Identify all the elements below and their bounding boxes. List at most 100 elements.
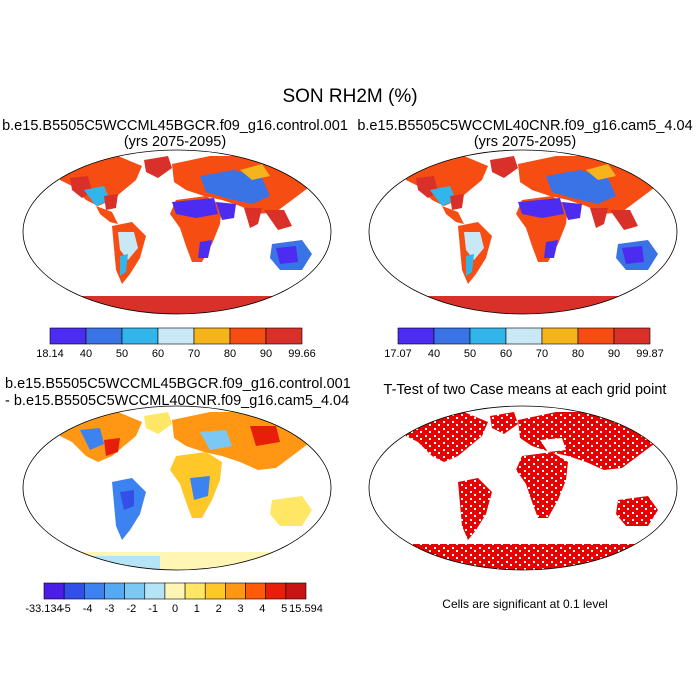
colorbar-tick-label: 60 — [500, 348, 512, 360]
map4-greenland — [490, 412, 518, 434]
map2-antarctica — [369, 296, 677, 314]
colorbar-swatch — [49, 327, 87, 345]
map1-siberia — [240, 164, 270, 180]
map3-eurasia-warm — [250, 426, 280, 446]
map3-africa-blue — [190, 476, 210, 500]
map3-field — [23, 406, 331, 570]
figure-title: SON RH2M (%) — [282, 86, 418, 107]
colorbar-swatch — [245, 582, 266, 600]
colorbar-tick-label: -4 — [83, 603, 93, 615]
map1-na-west — [84, 186, 110, 206]
colorbar-tick-label: 40 — [80, 348, 92, 360]
map3-na-red — [104, 438, 120, 456]
map2-siberia — [586, 164, 616, 180]
map2-field — [369, 150, 677, 314]
map3-australia — [270, 496, 312, 526]
panel1-subtitle: (yrs 2075-2095) — [123, 134, 227, 150]
colorbar-tick-label: 15.594 — [289, 603, 323, 615]
panel3-subtitle: - b.e15.B5505C5WCCML40CNR.f09_g16.cam5_4… — [5, 393, 350, 409]
colorbar-tick-label: 18.14 — [36, 348, 64, 360]
map-panel-2 — [368, 149, 678, 315]
colorbar-swatch — [193, 327, 231, 345]
colorbar-tick-label: 2 — [216, 603, 222, 615]
map1-sahara — [172, 198, 218, 218]
map3-greenland — [144, 412, 172, 434]
colorbar-swatch — [577, 327, 615, 345]
map3-antarctica — [23, 552, 331, 570]
colorbar-tick-label: 5 — [281, 603, 287, 615]
colorbar-tick-label: 50 — [464, 348, 476, 360]
colorbar-tick-label: 80 — [572, 348, 584, 360]
map1-sa-south — [120, 254, 128, 276]
colorbar-swatch — [184, 582, 206, 600]
colorbar-swatch — [265, 582, 287, 600]
map1-kalahari — [198, 240, 212, 258]
map2-aus-interior — [622, 246, 644, 264]
colorbar-tick-label: 90 — [608, 348, 620, 360]
colorbar-swatch — [229, 327, 267, 345]
map3-na-blue — [80, 428, 104, 450]
significance-note: Cells are significant at 0.1 level — [442, 597, 608, 611]
colorbar-swatch — [124, 582, 146, 600]
map1-antarctica — [23, 296, 331, 314]
colorbar-swatch — [613, 327, 651, 345]
map2-na-west — [430, 186, 456, 206]
map3-sa-core — [120, 490, 134, 510]
colorbar-tick-label: 99.66 — [288, 348, 316, 360]
colorbar-tick-label: 3 — [237, 603, 243, 615]
colorbar-tick-label: 40 — [428, 348, 440, 360]
colorbar-swatch — [104, 582, 125, 600]
colorbar-swatch — [157, 327, 195, 345]
colorbar-swatch — [43, 582, 65, 600]
map3-eurasia-cool — [200, 430, 232, 450]
colorbar-tick-label: 60 — [152, 348, 164, 360]
colorbar-tick-label: -2 — [126, 603, 136, 615]
colorbar-swatch — [85, 327, 123, 345]
colorbar-tick-label: 17.07 — [384, 348, 412, 360]
colorbar-tick-label: -1 — [148, 603, 158, 615]
map-panel-1 — [22, 149, 332, 315]
colorbar-panel2: 17.07 40 50 60 70 80 90 99.87 — [384, 327, 664, 360]
map4-antarctica — [369, 544, 677, 570]
panel2-subtitle: (yrs 2075-2095) — [473, 134, 577, 150]
map1-aus-interior — [276, 246, 298, 264]
map1-sa-interior — [118, 232, 138, 260]
panel3-title: b.e15.B5505C5WCCML45BGCR.f09_g16.control… — [5, 376, 351, 392]
colorbar-swatch — [433, 327, 471, 345]
map-panel-3 — [22, 405, 332, 571]
map1-central-america — [96, 206, 118, 224]
colorbar-tick-label: 90 — [260, 348, 272, 360]
map4-africa — [516, 452, 568, 518]
colorbar-tick-label: -5 — [61, 603, 71, 615]
map4-gap — [540, 438, 566, 452]
map3-frame — [22, 405, 332, 571]
colorbar-swatch — [541, 327, 579, 345]
colorbar-tick-label: 50 — [116, 348, 128, 360]
colorbar-swatch — [84, 582, 105, 600]
map4-frame — [368, 405, 678, 571]
colorbar-swatch — [121, 327, 159, 345]
colorbar-tick-label: 70 — [188, 348, 200, 360]
colorbar-swatch — [265, 327, 303, 345]
panel2-title: b.e15.B5505C5WCCML40CNR.f09_g16.cam5_4.0… — [357, 118, 693, 134]
map2-se-asia — [610, 210, 638, 230]
panel4-title: T-Test of two Case means at each grid po… — [383, 382, 667, 398]
map2-greenland — [490, 156, 518, 178]
map1-frame — [22, 149, 332, 315]
map2-india — [590, 208, 608, 228]
colorbar-swatch — [469, 327, 507, 345]
colorbar-panel1: 18.14 40 50 60 70 80 90 99.66 — [36, 327, 316, 360]
map1-india — [244, 208, 262, 228]
map1-greenland — [144, 156, 172, 178]
colorbar-swatch — [397, 327, 435, 345]
colorbar-panel3: -33.134-5 -4 -3 -2 -1 0 1 2 3 4 5 15.594 — [25, 582, 323, 615]
map1-arabia — [216, 202, 236, 220]
map2-sa-interior — [464, 232, 484, 260]
map2-frame — [368, 149, 678, 315]
colorbar-tick-label: 4 — [259, 603, 265, 615]
map4-australia — [616, 496, 658, 526]
colorbar-tick-label: 1 — [194, 603, 200, 615]
map-panel-4 — [368, 405, 678, 571]
map1-field — [23, 150, 331, 314]
